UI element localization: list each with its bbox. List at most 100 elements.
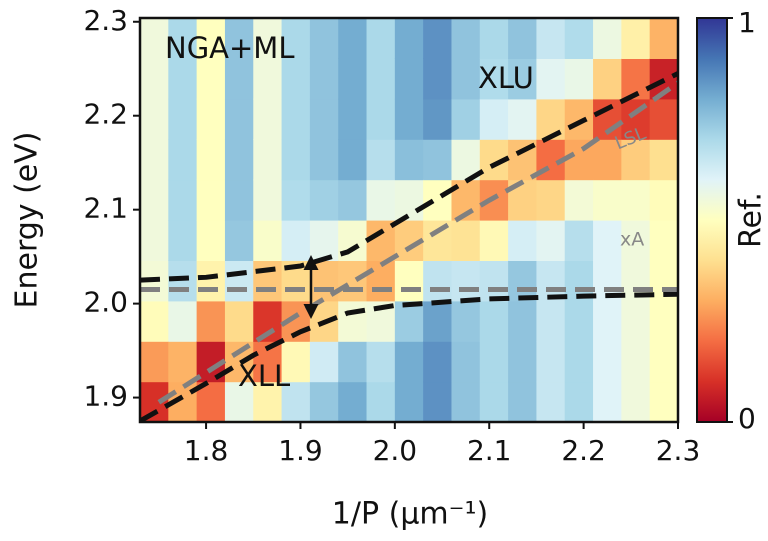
annotation: XLU <box>478 61 534 95</box>
heat-cell <box>338 381 368 422</box>
heat-cell <box>394 300 424 342</box>
heat-cell <box>140 341 169 383</box>
heat-cell <box>423 18 453 59</box>
heat-cell <box>621 179 651 221</box>
heat-cell <box>564 300 594 342</box>
heat-cell <box>451 58 481 100</box>
heat-cell <box>309 381 339 422</box>
heat-cell <box>338 139 368 181</box>
heat-cell <box>224 58 254 100</box>
heat-cell <box>451 300 481 342</box>
heat-cell <box>224 18 254 59</box>
heat-cell <box>564 341 594 383</box>
heat-cell <box>196 179 226 221</box>
colorbar-tick-label: 1 <box>738 6 756 39</box>
heat-cell <box>196 18 226 59</box>
heat-cell <box>338 18 368 59</box>
heat-cell <box>621 300 651 342</box>
heat-cell <box>479 300 509 342</box>
heat-cell <box>281 98 311 140</box>
y-tick-label: 1.9 <box>83 380 128 413</box>
heat-cell <box>253 139 283 181</box>
heat-cell <box>394 179 424 221</box>
heat-cell <box>253 98 283 140</box>
heat-cell <box>536 381 566 422</box>
heat-cell <box>649 179 678 221</box>
heat-cell <box>649 18 678 59</box>
heat-cell <box>338 98 368 140</box>
dashed-curve <box>140 291 678 422</box>
x-tick-label: 1.9 <box>278 434 323 467</box>
dashed-curve <box>157 80 678 405</box>
heat-cell <box>451 260 481 302</box>
heat-cell <box>140 18 169 59</box>
heat-cell <box>366 381 396 422</box>
heat-cell <box>479 98 509 140</box>
heat-cell <box>168 300 198 342</box>
colorbar <box>696 17 728 423</box>
heat-cell <box>451 341 481 383</box>
heat-cell <box>338 58 368 100</box>
heat-cell <box>423 381 453 422</box>
heat-cell <box>593 300 622 342</box>
heat-cell <box>536 179 566 221</box>
heat-cell <box>224 300 254 342</box>
heat-cell <box>536 220 566 261</box>
heat-cell <box>338 260 368 302</box>
heat-cell <box>593 341 622 383</box>
y-axis-label: Energy (eV) <box>10 132 45 309</box>
heat-cell <box>564 18 594 59</box>
heat-cell <box>394 260 424 302</box>
heat-cell <box>309 58 339 100</box>
annotation: xA <box>620 229 644 251</box>
heat-cell <box>423 179 453 221</box>
heat-cell <box>621 341 651 383</box>
heat-cell <box>224 179 254 221</box>
x-tick-label: 1.8 <box>184 434 229 467</box>
heat-cell <box>593 220 622 261</box>
heat-cell <box>140 139 169 181</box>
heat-cell <box>168 179 198 221</box>
heat-cell <box>366 58 396 100</box>
heat-cell <box>564 220 594 261</box>
heat-cell <box>394 98 424 140</box>
heat-cell <box>423 58 453 100</box>
heat-cell <box>309 341 339 383</box>
heatmap <box>140 18 678 422</box>
heat-cell <box>593 179 622 221</box>
curves <box>140 71 678 422</box>
heat-cell <box>366 341 396 383</box>
heat-cell <box>508 300 538 342</box>
y-tick-label: 2.0 <box>83 286 128 319</box>
heat-cell <box>621 139 651 181</box>
heat-cell <box>281 18 311 59</box>
y-tick-label: 2.3 <box>83 4 128 37</box>
heat-cell <box>564 381 594 422</box>
heat-cell <box>394 341 424 383</box>
colorbar-tick-label: 0 <box>738 402 756 435</box>
heat-cell <box>479 18 509 59</box>
heat-cell <box>168 18 198 59</box>
heat-cell <box>649 98 678 140</box>
heat-cell <box>196 58 226 100</box>
heat-cell <box>536 341 566 383</box>
heat-cell <box>479 58 509 100</box>
heat-cell <box>309 98 339 140</box>
heat-cell <box>281 139 311 181</box>
heat-cell <box>140 98 169 140</box>
heat-cell <box>593 381 622 422</box>
heat-cell <box>168 341 198 383</box>
y-tick-label: 2.1 <box>83 192 128 225</box>
annotation: XLL <box>238 359 290 393</box>
heat-cell <box>338 341 368 383</box>
heat-cell <box>140 179 169 221</box>
heat-cell <box>451 381 481 422</box>
heat-cell <box>196 300 226 342</box>
heat-cell <box>253 260 283 302</box>
heat-cell <box>423 341 453 383</box>
y-tick-label: 2.2 <box>83 98 128 131</box>
heat-cell <box>621 18 651 59</box>
heat-cell <box>168 98 198 140</box>
heat-cell <box>423 139 453 181</box>
